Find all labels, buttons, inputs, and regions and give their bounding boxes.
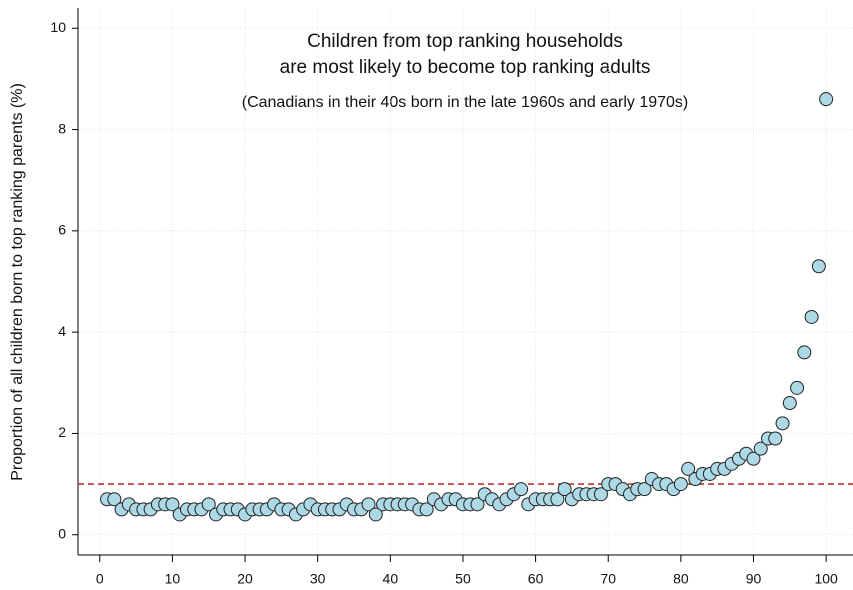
point [804, 309, 819, 324]
y-axis-label: Proportion of all children born to top r… [9, 83, 26, 481]
point [470, 497, 485, 512]
chart-subtitle: (Canadians in their 40s born in the late… [242, 94, 689, 111]
point [361, 497, 376, 512]
point [811, 259, 826, 274]
y-tick-label: 4 [58, 323, 66, 339]
x-tick-label: 100 [814, 571, 838, 587]
point [768, 431, 783, 446]
point [790, 380, 805, 395]
chart-title: Children from top ranking households [307, 31, 623, 52]
point [201, 497, 216, 512]
point [746, 451, 761, 466]
x-tick-label: 50 [455, 571, 471, 587]
x-tick-label: 60 [528, 571, 544, 587]
y-tick-label: 8 [58, 120, 66, 136]
point [782, 396, 797, 411]
x-tick-label: 90 [746, 571, 762, 587]
point [593, 487, 608, 502]
y-tick-label: 0 [58, 525, 66, 541]
point [673, 477, 688, 492]
x-tick-label: 80 [673, 571, 689, 587]
point [368, 507, 383, 522]
point [637, 482, 652, 497]
point [419, 502, 434, 517]
x-tick-label: 40 [383, 571, 399, 587]
point [797, 345, 812, 360]
point [514, 482, 529, 497]
y-tick-label: 6 [58, 222, 66, 238]
x-tick-label: 30 [310, 571, 326, 587]
x-tick-label: 70 [600, 571, 616, 587]
point [557, 482, 572, 497]
x-tick-label: 0 [96, 571, 104, 587]
y-tick-label: 10 [50, 19, 66, 35]
point [550, 492, 565, 507]
y-tick-label: 2 [58, 424, 66, 440]
point [775, 416, 790, 431]
point [107, 492, 122, 507]
point [681, 461, 696, 476]
x-tick-label: 20 [237, 571, 253, 587]
point [165, 497, 180, 512]
point [753, 441, 768, 456]
point [819, 92, 834, 107]
x-tick-label: 10 [165, 571, 181, 587]
chart-title: are most likely to become top ranking ad… [280, 57, 651, 78]
